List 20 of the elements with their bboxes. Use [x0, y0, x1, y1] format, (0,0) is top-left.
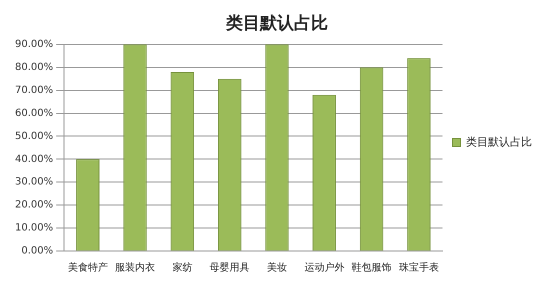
y-tick-label: 0.00% [21, 246, 54, 257]
y-tick-label: 70.00% [14, 84, 54, 96]
y-tick-label: 90.00% [14, 38, 54, 50]
x-tick-label: 母婴用具 [210, 262, 250, 274]
x-tick-label: 家纺 [172, 262, 192, 274]
x-tick-label: 服装内衣 [115, 262, 156, 274]
y-tick-label: 10.00% [14, 222, 54, 234]
legend-label: 类目默认占比 [466, 135, 532, 148]
y-tick-label: 20.00% [14, 200, 54, 211]
y-tick-label: 40.00% [14, 154, 54, 165]
x-tick-label: 美妆 [266, 262, 287, 274]
y-tick-label: 30.00% [14, 176, 54, 188]
y-tick-label: 50.00% [14, 130, 54, 142]
x-tick-label: 珠宝手表 [398, 262, 439, 274]
x-tick-label: 鞋包服饰 [352, 262, 392, 274]
y-tick-label: 60.00% [14, 108, 54, 119]
y-tick-label: 80.00% [14, 62, 54, 73]
chart-title: 类目默认占比 [225, 14, 328, 34]
x-tick-label: 运动户外 [304, 262, 344, 274]
x-tick-label: 美食特产 [68, 262, 108, 274]
